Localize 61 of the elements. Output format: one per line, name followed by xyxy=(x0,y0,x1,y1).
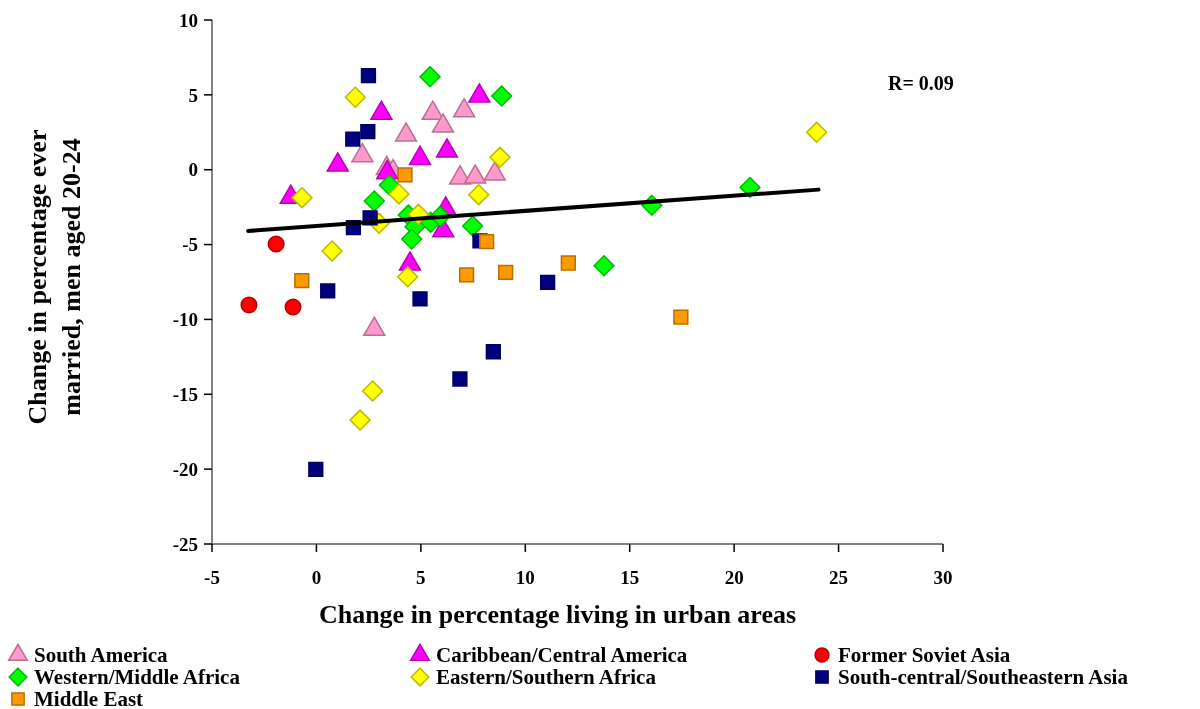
x-tick-label: 15 xyxy=(620,567,640,588)
annotation: R= 0.09 xyxy=(888,72,954,94)
point xyxy=(284,298,302,316)
point xyxy=(349,409,371,431)
y-tick-label: 0 xyxy=(188,159,198,181)
point xyxy=(419,66,441,88)
y-tick-label: -5 xyxy=(182,234,198,256)
point xyxy=(412,291,428,307)
point xyxy=(363,190,385,212)
point xyxy=(479,234,495,250)
point xyxy=(240,296,258,314)
point xyxy=(560,255,576,271)
x-axis-title: Change in percentage living in urban areas xyxy=(318,600,797,629)
y-tick-label: -15 xyxy=(172,383,198,405)
point xyxy=(294,273,310,289)
point xyxy=(321,240,343,262)
point xyxy=(468,184,490,206)
point xyxy=(539,274,556,290)
point xyxy=(458,267,475,283)
point xyxy=(489,146,511,168)
x-tick-label: 30 xyxy=(933,567,953,588)
point xyxy=(461,215,484,237)
point xyxy=(485,344,501,360)
legend-label: Eastern/Southern Africa xyxy=(436,665,657,690)
point xyxy=(267,235,285,253)
y-tick-label: -10 xyxy=(172,309,198,331)
legend-label: Western/Middle Africa xyxy=(34,665,241,690)
point xyxy=(400,228,423,250)
point xyxy=(452,371,468,387)
point xyxy=(805,121,828,143)
y-axis-title: Change in percentage ever married, men aged 20-24 xyxy=(23,129,86,425)
x-tick-label: 20 xyxy=(724,567,744,588)
point xyxy=(397,167,413,183)
x-tick-label: 10 xyxy=(515,567,535,588)
point xyxy=(320,283,336,299)
legend-label: Former Soviet Asia xyxy=(838,643,1011,668)
legend-label: South America xyxy=(34,643,169,668)
point xyxy=(308,461,324,477)
legend-label: Middle East xyxy=(34,687,144,709)
legend-label: Caribbean/Central America xyxy=(436,643,688,668)
x-tick-label: 0 xyxy=(311,567,322,588)
point xyxy=(498,264,514,280)
y-tick-label: 10 xyxy=(179,9,198,31)
point xyxy=(673,309,689,325)
x-tick-label: 5 xyxy=(416,567,426,588)
point xyxy=(291,187,313,209)
x-tick-label: 25 xyxy=(829,567,849,588)
y-tick-label: 5 xyxy=(188,84,198,106)
legend-label: South-central/Southeastern Asia xyxy=(838,665,1129,690)
point xyxy=(491,85,513,107)
x-tick-label: -5 xyxy=(204,567,220,588)
y-tick-label: -20 xyxy=(172,458,198,480)
point xyxy=(360,68,377,84)
point xyxy=(361,380,384,402)
point xyxy=(345,131,361,147)
point xyxy=(388,183,410,205)
point xyxy=(360,124,376,140)
y-tick-label: -25 xyxy=(172,533,198,555)
point xyxy=(593,255,615,277)
point xyxy=(397,266,419,288)
point xyxy=(344,86,366,108)
